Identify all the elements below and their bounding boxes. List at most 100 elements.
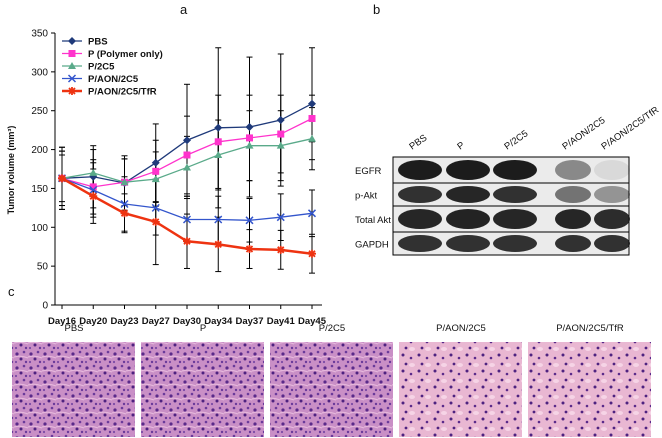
data-point — [89, 185, 98, 195]
data-point — [182, 215, 192, 224]
data-point — [276, 213, 285, 222]
histology-label: P/AON/2C5/TfR — [556, 323, 624, 334]
histology-label: P/2C5 — [319, 323, 345, 334]
y-tick-label: 100 — [31, 223, 48, 234]
legend-label: P/2C5 — [88, 62, 115, 73]
histology-label: P/AON/2C5 — [436, 323, 486, 334]
data-point — [214, 138, 222, 146]
data-point — [214, 123, 223, 132]
data-point — [276, 116, 285, 125]
data-point — [151, 158, 160, 167]
y-tick-label: 350 — [31, 29, 48, 40]
blot-band — [594, 186, 630, 203]
blot-lane-label: P/AON/2C5/TfR — [599, 105, 661, 153]
data-point — [183, 237, 191, 246]
data-point — [308, 249, 316, 258]
data-point — [308, 134, 316, 142]
data-point — [214, 215, 223, 224]
data-point — [246, 134, 253, 142]
legend-label: PBS — [88, 37, 108, 48]
blot-band — [594, 160, 630, 180]
blot-band — [594, 235, 630, 252]
data-point — [183, 151, 191, 159]
data-point — [152, 167, 160, 175]
y-tick-label: 200 — [31, 145, 48, 156]
data-point — [89, 168, 98, 176]
blot-band — [493, 209, 537, 229]
histology-image — [141, 342, 264, 437]
western-blot: EGFR p-Akt Total Akt GAPDH PBS P P/2C5 P/AON/2C… — [355, 105, 661, 256]
data-point — [245, 123, 254, 132]
x-tick-label: Day30 — [173, 316, 201, 327]
data-point — [89, 183, 97, 191]
blot-lane-label: P/AON/2C5 — [560, 115, 607, 152]
data-point — [120, 199, 129, 209]
blot-lane-label: P/2C5 — [502, 128, 530, 152]
legend-marker — [68, 37, 76, 45]
data-point — [120, 209, 129, 218]
histology-label: P — [200, 323, 206, 334]
blot-row-label: GAPDH — [355, 240, 389, 251]
legend-marker — [68, 62, 76, 69]
blot-band — [555, 160, 591, 180]
x-tick-label: Day20 — [79, 316, 107, 327]
blot-band — [555, 235, 591, 252]
histology-label: PBS — [64, 323, 83, 334]
blot-band — [555, 186, 591, 203]
data-point — [151, 217, 160, 226]
blot-band — [493, 235, 537, 252]
histology-image — [399, 342, 522, 437]
data-point — [245, 245, 254, 254]
data-point — [276, 245, 285, 254]
x-tick-label: Day41 — [267, 316, 296, 327]
data-point — [120, 178, 129, 186]
histology-image — [270, 342, 393, 437]
blot-row-label: EGFR — [355, 166, 382, 177]
x-tick-label: Day23 — [111, 316, 139, 327]
x-tick-label: Day27 — [142, 316, 170, 327]
data-point — [277, 130, 285, 138]
blot-band — [594, 209, 630, 229]
panel-label: c — [8, 284, 15, 299]
data-point — [183, 163, 191, 171]
y-tick-label: 300 — [31, 67, 48, 78]
data-point — [307, 209, 317, 218]
blot-band — [446, 186, 490, 203]
blot-lane-label: PBS — [407, 133, 429, 153]
panel-label: b — [373, 2, 380, 17]
panel-label: a — [180, 2, 188, 17]
legend-label: P (Polymer only) — [88, 49, 163, 60]
data-point — [245, 141, 254, 149]
blot-band — [446, 209, 490, 229]
y-tick-label: 250 — [31, 106, 48, 117]
y-axis-label: Tumor volume (mm³) — [6, 126, 16, 215]
data-point — [151, 175, 160, 183]
y-tick-label: 50 — [37, 262, 49, 273]
y-tick-label: 150 — [31, 184, 48, 195]
data-point — [214, 151, 223, 159]
histology-image — [528, 342, 651, 437]
blot-band — [446, 235, 490, 252]
legend-marker — [67, 74, 77, 83]
data-point — [308, 99, 316, 108]
blot-band — [398, 160, 442, 180]
data-point — [308, 114, 316, 122]
data-point — [245, 216, 254, 225]
blot-lane-label: P — [455, 140, 467, 153]
legend-label: P/AON/2C5 — [88, 74, 139, 85]
blot-band — [555, 209, 591, 229]
legend-label: P/AON/2C5/TfR — [88, 87, 157, 98]
blot-band — [398, 235, 442, 252]
histology-image — [12, 342, 135, 437]
blot-row-label: Total Akt — [355, 215, 391, 226]
legend-marker — [68, 50, 76, 57]
data-point — [276, 141, 285, 149]
legend-marker — [68, 87, 76, 95]
x-tick-label: Day45 — [298, 316, 327, 327]
data-point — [151, 203, 160, 212]
histology-panel: PBS P P/2C5 P/AON/2C5 P/AON/2C5/TfR — [12, 323, 651, 437]
data-point — [214, 240, 223, 249]
x-tick-label: Day34 — [204, 316, 233, 327]
blot-band — [446, 160, 490, 180]
